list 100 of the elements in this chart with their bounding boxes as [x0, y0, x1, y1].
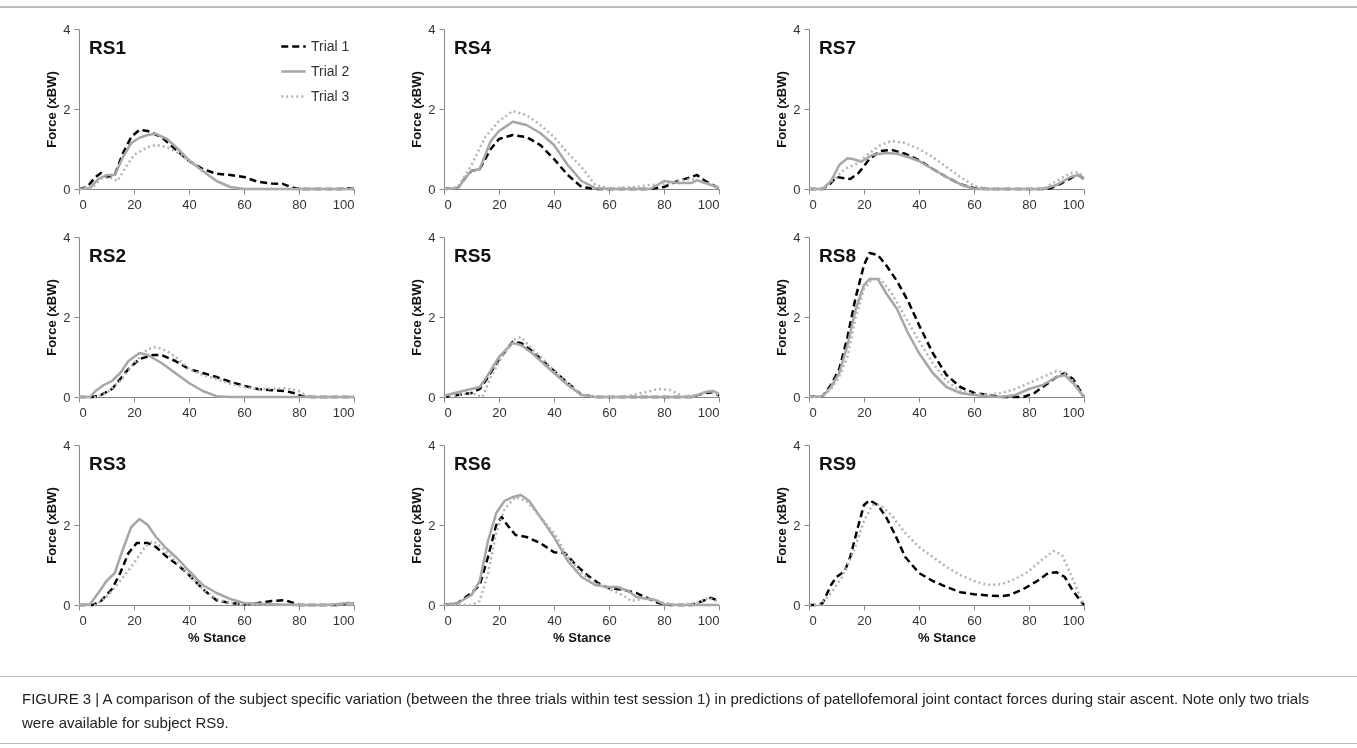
x-tick-label: 0	[444, 404, 452, 420]
x-tick-label: 100	[1062, 612, 1085, 628]
x-tick-label: 80	[657, 196, 672, 212]
x-tick-label: 20	[857, 404, 872, 420]
y-tick-label: 2	[793, 101, 801, 117]
y-tick-label: 2	[428, 517, 436, 533]
x-tick-label: 40	[547, 404, 562, 420]
x-tick-label: 60	[967, 612, 982, 628]
y-tick-label: 2	[428, 101, 436, 117]
x-tick-label: 20	[127, 196, 142, 212]
x-tick-label: 80	[292, 196, 307, 212]
y-tick-label: 0	[793, 597, 801, 613]
x-tick-label: 100	[697, 404, 720, 420]
x-tick-label: 40	[182, 404, 197, 420]
y-axis-title: Force (xBW)	[44, 71, 60, 148]
y-axis-title: Force (xBW)	[774, 71, 790, 148]
y-axis-title: Force (xBW)	[44, 487, 60, 564]
x-tick-label: 20	[492, 612, 507, 628]
x-tick-label: 60	[602, 612, 617, 628]
y-axis-title: Force (xBW)	[774, 487, 790, 564]
y-axis-title: Force (xBW)	[409, 487, 425, 564]
x-axis-title: % Stance	[553, 629, 611, 645]
x-tick-label: 40	[912, 196, 927, 212]
caption: FIGURE 3 | A comparison of the subject specific variation (between the three trials within test session 1) in predictions of patellofemoral joint contact forces during stair ascent. Note only two trials were available for subject RS9.	[0, 676, 1357, 744]
x-tick-label: 60	[602, 196, 617, 212]
y-tick-label: 0	[793, 389, 801, 405]
legend-label: Trial 1	[311, 37, 350, 54]
x-tick-label: 40	[912, 404, 927, 420]
chart-title: RS6	[454, 453, 491, 474]
y-tick-label: 2	[428, 309, 436, 325]
y-tick-label: 4	[63, 437, 71, 453]
x-tick-label: 100	[697, 196, 720, 212]
x-axis-title: % Stance	[918, 629, 976, 645]
y-tick-label: 4	[428, 21, 436, 37]
x-tick-label: 40	[182, 196, 197, 212]
y-tick-label: 4	[428, 229, 436, 245]
y-tick-label: 2	[63, 309, 71, 325]
chart-title: RS4	[454, 37, 492, 58]
x-tick-label: 0	[79, 196, 87, 212]
chart-title: RS3	[89, 453, 126, 474]
x-tick-label: 0	[809, 612, 817, 628]
x-tick-label: 60	[237, 404, 252, 420]
x-tick-label: 80	[1022, 612, 1037, 628]
x-tick-label: 20	[857, 196, 872, 212]
x-tick-label: 0	[79, 612, 87, 628]
y-tick-label: 0	[428, 597, 436, 613]
x-tick-label: 100	[1062, 196, 1085, 212]
x-tick-label: 0	[809, 196, 817, 212]
x-tick-label: 40	[912, 612, 927, 628]
x-tick-label: 0	[809, 404, 817, 420]
chart-title: RS7	[819, 37, 856, 58]
y-tick-label: 0	[63, 597, 71, 613]
x-tick-label: 60	[967, 404, 982, 420]
legend-label: Trial 3	[311, 87, 350, 104]
x-tick-label: 80	[1022, 404, 1037, 420]
y-tick-label: 0	[428, 389, 436, 405]
x-tick-label: 20	[127, 404, 142, 420]
y-tick-label: 2	[793, 309, 801, 325]
x-tick-label: 40	[547, 196, 562, 212]
y-tick-label: 2	[793, 517, 801, 533]
chart-title: RS5	[454, 245, 492, 266]
x-axis-title: % Stance	[188, 629, 246, 645]
x-tick-label: 0	[444, 612, 452, 628]
x-tick-label: 60	[602, 404, 617, 420]
y-tick-label: 4	[63, 21, 71, 37]
chart-title: RS2	[89, 245, 126, 266]
y-tick-label: 0	[793, 181, 801, 197]
x-tick-label: 80	[292, 612, 307, 628]
x-tick-label: 100	[1062, 404, 1085, 420]
x-tick-label: 40	[547, 612, 562, 628]
y-tick-label: 4	[63, 229, 71, 245]
y-tick-label: 2	[63, 517, 71, 533]
x-tick-label: 20	[857, 612, 872, 628]
y-axis-title: Force (xBW)	[409, 71, 425, 148]
x-tick-label: 20	[492, 404, 507, 420]
x-tick-label: 60	[237, 196, 252, 212]
x-tick-label: 20	[127, 612, 142, 628]
y-axis-title: Force (xBW)	[774, 279, 790, 356]
x-tick-label: 80	[657, 612, 672, 628]
x-tick-label: 100	[697, 612, 720, 628]
x-tick-label: 100	[332, 196, 355, 212]
y-tick-label: 4	[428, 437, 436, 453]
x-tick-label: 60	[237, 612, 252, 628]
y-tick-label: 0	[63, 181, 71, 197]
x-tick-label: 40	[182, 612, 197, 628]
y-axis-title: Force (xBW)	[409, 279, 425, 356]
y-tick-label: 0	[63, 389, 71, 405]
x-tick-label: 0	[79, 404, 87, 420]
y-tick-label: 4	[793, 229, 801, 245]
x-tick-label: 80	[292, 404, 307, 420]
y-tick-label: 4	[793, 437, 801, 453]
chart-title: RS8	[819, 245, 856, 266]
chart-title: RS1	[89, 37, 127, 58]
x-tick-label: 0	[444, 196, 452, 212]
chart-title: RS9	[819, 453, 856, 474]
x-tick-label: 60	[967, 196, 982, 212]
x-tick-label: 100	[332, 612, 355, 628]
y-axis-title: Force (xBW)	[44, 279, 60, 356]
x-tick-label: 100	[332, 404, 355, 420]
x-tick-label: 80	[1022, 196, 1037, 212]
